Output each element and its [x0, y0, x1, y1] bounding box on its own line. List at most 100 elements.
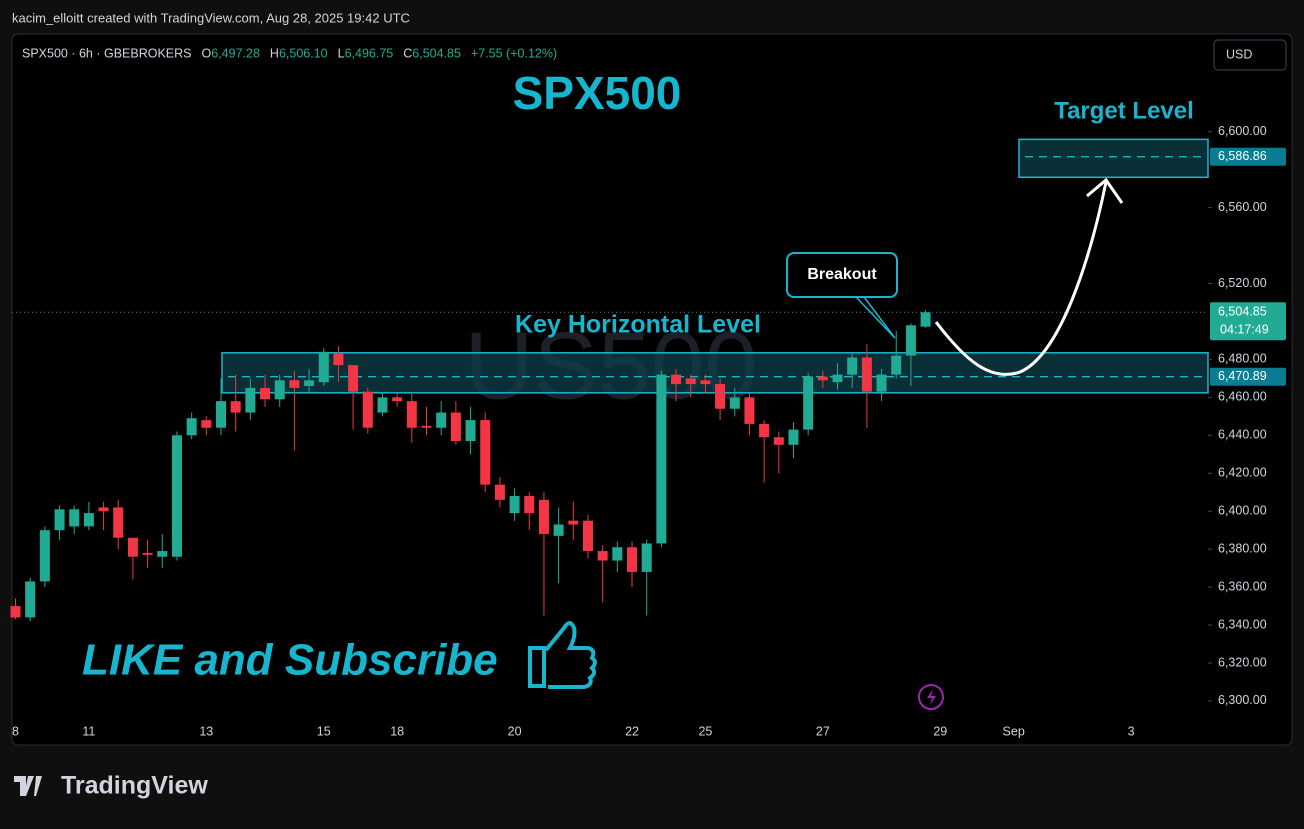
candle-body	[891, 355, 902, 375]
candle-body	[509, 496, 520, 514]
zone-label: Target Level	[1054, 97, 1194, 124]
candle-body	[10, 606, 21, 618]
currency-button[interactable]	[1213, 39, 1287, 71]
candle-body	[627, 547, 638, 572]
x-tick-label: 20	[508, 724, 522, 738]
candle-body	[597, 551, 608, 561]
event-bolt	[927, 689, 936, 705]
x-tick-label: 11	[82, 724, 95, 738]
candle-body	[700, 380, 711, 385]
candle-body	[538, 499, 549, 534]
call-to-action: LIKE and Subscribe	[82, 636, 498, 685]
candle-body	[788, 429, 799, 445]
x-tick-label: 15	[317, 724, 331, 738]
logo: TradingView	[14, 772, 208, 800]
candle-body	[69, 509, 80, 527]
candle-body	[480, 420, 491, 485]
logo-text: TradingView	[61, 772, 208, 800]
candle-body	[377, 397, 388, 413]
candle-body	[245, 387, 256, 413]
candle-body	[362, 391, 373, 428]
y-tick-label: 6,360.00	[1218, 579, 1267, 593]
candle-body	[436, 412, 447, 428]
credit: kacim_elloitt created with TradingView.c…	[12, 10, 410, 25]
candle-body	[715, 384, 726, 409]
zone	[221, 352, 1209, 394]
y-tick-label: 6,320.00	[1218, 655, 1267, 669]
x-tick-label: 27	[816, 724, 830, 738]
y-tick-label: 6,400.00	[1218, 503, 1267, 517]
level-tag-label: 6,470.89	[1218, 369, 1267, 383]
candle-body	[25, 581, 36, 618]
candle-body	[524, 496, 535, 514]
x-tick-label: 18	[390, 724, 404, 738]
y-tick-label: 6,420.00	[1218, 466, 1267, 480]
candle-body	[568, 520, 579, 525]
candle-body	[406, 401, 417, 428]
x-tick-label: 8	[12, 724, 19, 738]
level-tag	[1210, 367, 1286, 386]
y-tick-label: 6,440.00	[1218, 428, 1267, 442]
candle-body	[612, 547, 623, 561]
ohlc-key: L	[338, 46, 345, 60]
x-tick-label: 13	[199, 724, 213, 738]
last-price-label: 6,504.85	[1218, 305, 1267, 319]
y-tick-label: 6,520.00	[1218, 276, 1267, 290]
candle-body	[392, 397, 403, 402]
candle-body	[98, 507, 109, 512]
candle-body	[142, 552, 153, 555]
ohlc-key: H	[270, 46, 279, 60]
candle-body	[685, 378, 696, 385]
ohlc-value: 6,506.10	[279, 46, 328, 60]
ohlc-value: 6,496.75	[345, 46, 394, 60]
y-tick-label: 6,560.00	[1218, 200, 1267, 214]
candle-body	[333, 353, 344, 366]
candle-body	[289, 380, 300, 388]
candle-body	[113, 507, 124, 538]
candle-body	[759, 423, 770, 438]
x-tick-label: 25	[698, 724, 712, 738]
currency: USD	[1226, 47, 1252, 61]
candle-body	[553, 524, 564, 536]
candle-body	[671, 374, 682, 385]
candle-body	[186, 418, 197, 436]
event-icon[interactable]	[918, 684, 944, 710]
candle-body	[729, 397, 740, 409]
candle-body	[171, 435, 182, 557]
logo-mark	[14, 776, 42, 796]
thumbs-up-icon	[528, 621, 597, 689]
chart-title: SPX500	[513, 67, 682, 119]
zone	[1018, 138, 1209, 179]
plot	[10, 138, 1209, 622]
x-tick-label: 22	[625, 724, 639, 738]
x-tick-label: Sep	[1003, 724, 1025, 738]
candle-body	[494, 484, 505, 500]
last-price-tag	[1210, 302, 1286, 341]
y-tick-label: 6,460.00	[1218, 390, 1267, 404]
callout-text: Breakout	[807, 266, 877, 283]
ohlc-value: 6,497.28	[211, 46, 260, 60]
x-tick-label: 29	[933, 724, 947, 738]
level-tag	[1210, 147, 1286, 166]
candle-body	[348, 365, 359, 392]
candle-body	[157, 551, 168, 557]
candle-body	[54, 509, 65, 531]
candle-body	[450, 412, 461, 442]
candle-body	[847, 357, 858, 375]
candle-body	[201, 420, 212, 428]
candle-body	[861, 357, 872, 392]
candle-body	[832, 374, 843, 383]
candle-body	[656, 374, 667, 544]
ohlc-key: O	[202, 46, 212, 60]
candle-body	[803, 376, 814, 430]
candle-body	[260, 387, 271, 400]
arrow-head	[1086, 177, 1124, 204]
candle-body	[304, 380, 315, 386]
y-tick-label: 6,380.00	[1218, 541, 1267, 555]
y-tick-label: 6,340.00	[1218, 617, 1267, 631]
ohlc-change: +7.55 (+0.12%)	[471, 46, 557, 60]
candle-body	[465, 420, 476, 442]
candle-body	[641, 543, 652, 572]
